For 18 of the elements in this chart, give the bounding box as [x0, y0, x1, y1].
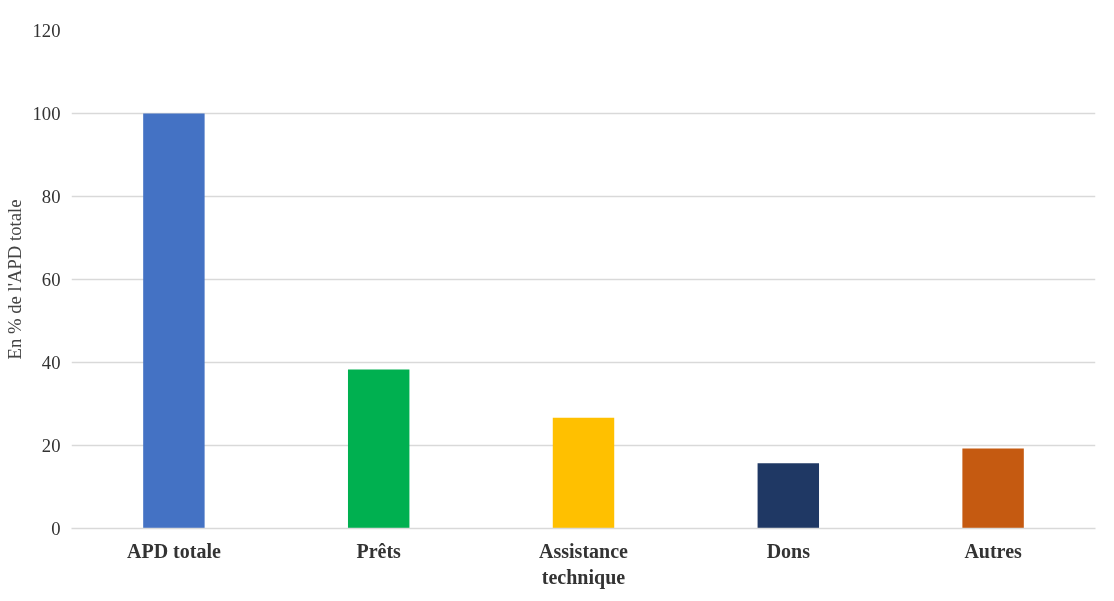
y-tick-label: 40: [41, 352, 61, 373]
x-tick-label: Prêts: [356, 539, 402, 562]
x-tick-label: Autres: [964, 539, 1023, 562]
x-tick-label: APD totale: [126, 539, 221, 562]
y-tick-label: 60: [41, 269, 61, 290]
bar: [962, 448, 1024, 529]
y-tick-label: 20: [41, 435, 61, 456]
bar: [757, 463, 820, 529]
x-tick-label: Assistance technique: [539, 539, 629, 589]
bar: [143, 113, 205, 529]
x-tick-label: Dons: [766, 539, 811, 562]
y-tick-label: 0: [51, 518, 61, 539]
y-tick-label: 120: [32, 20, 61, 41]
bar: [347, 369, 410, 529]
bar: [552, 417, 615, 529]
y-axis-title: En % de l'APD totale: [3, 199, 25, 360]
y-tick-label: 100: [32, 103, 61, 124]
y-tick-label: 80: [41, 186, 61, 207]
